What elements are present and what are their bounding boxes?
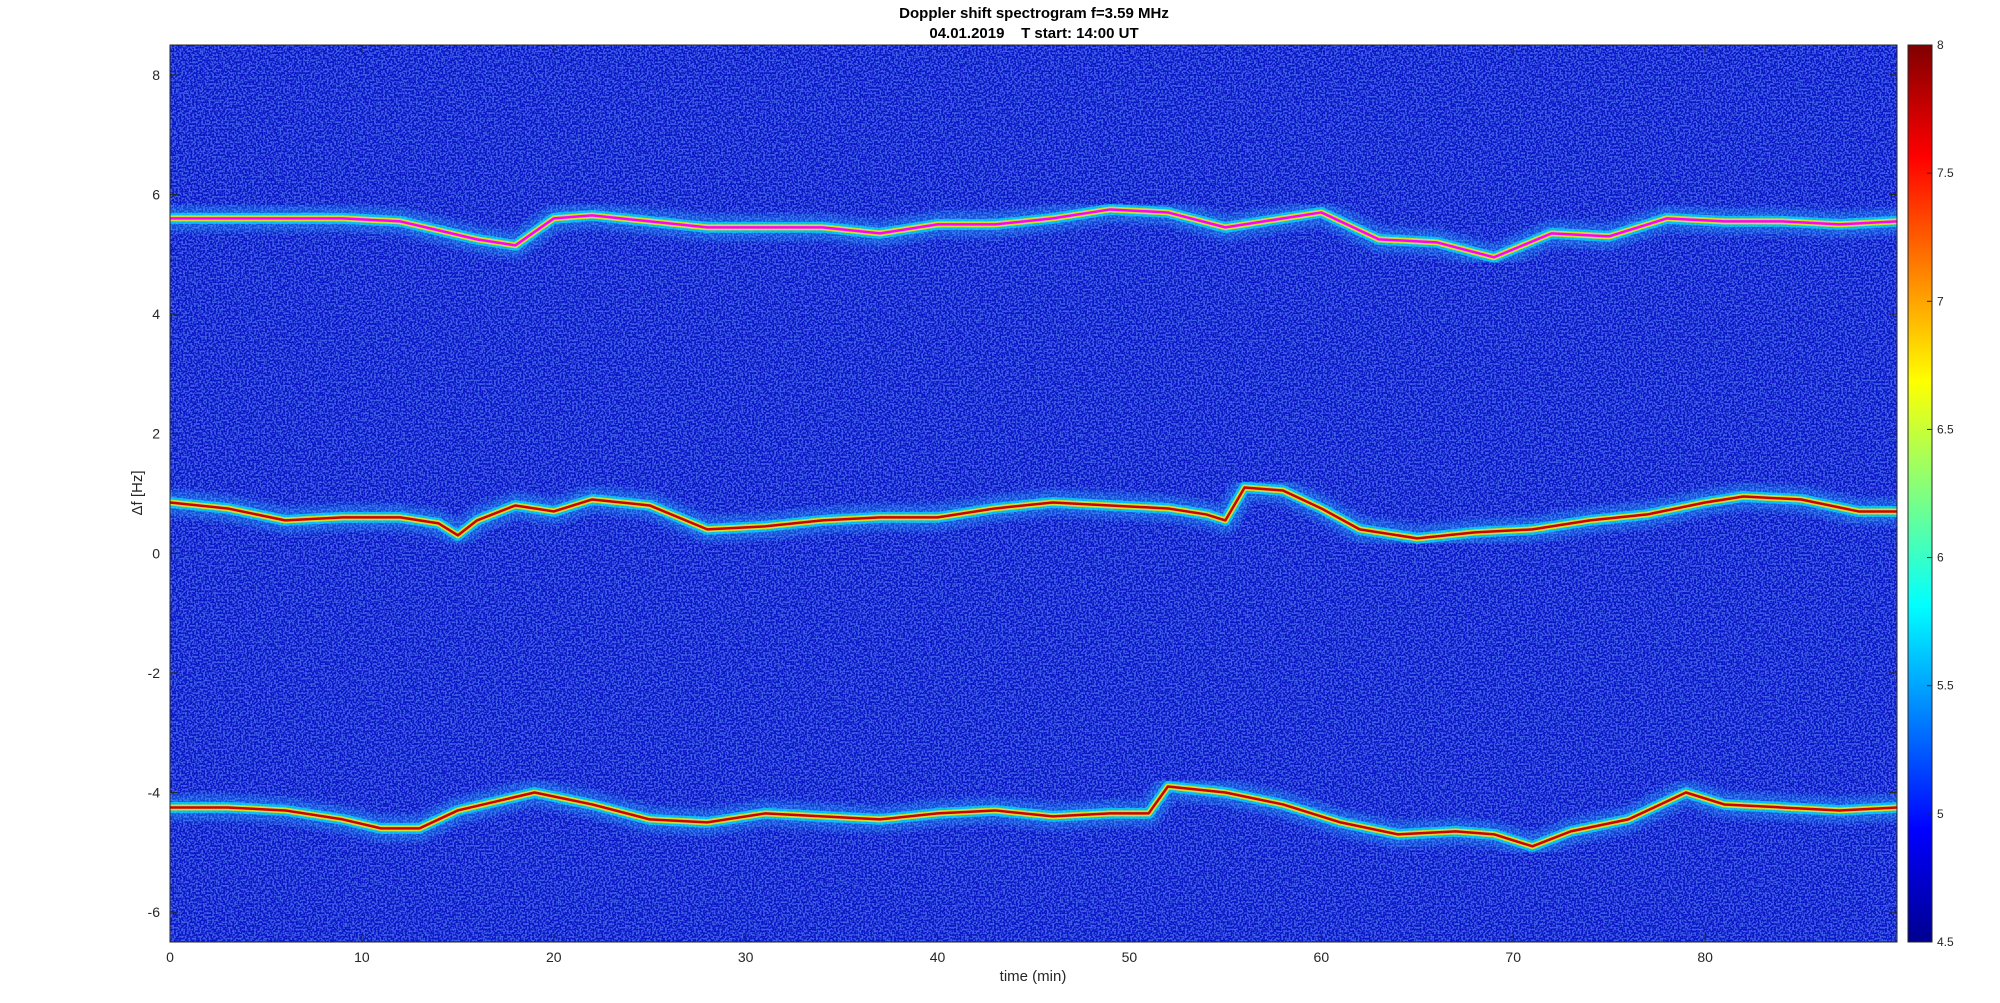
y-tick-label: -2: [148, 665, 161, 681]
colorbar-tick-label: 6: [1937, 551, 1944, 565]
plot-frame: [169, 44, 1898, 943]
plot-area: [170, 45, 1897, 942]
x-tick-label: 70: [1505, 949, 1521, 965]
colorbar-gradient: [1907, 44, 1933, 943]
y-tick-label: 6: [152, 187, 160, 203]
x-axis: 0 10 20 30 40 50 60 70 80: [166, 45, 1713, 965]
x-tick-label: 10: [354, 949, 370, 965]
colorbar-tick-label: 6.5: [1937, 422, 1954, 436]
x-tick-label: 80: [1697, 949, 1713, 965]
x-tick-label: 0: [166, 949, 174, 965]
trace-line: [170, 208, 1897, 259]
y-tick-label: -6: [148, 904, 161, 920]
y-tick-label: 8: [152, 67, 160, 83]
x-tick-label: 50: [1122, 949, 1138, 965]
chart-subtitle: 04.01.2019 T start: 14:00 UT: [929, 25, 1138, 42]
y-tick-label: 0: [152, 545, 160, 561]
x-tick-label: 40: [930, 949, 946, 965]
y-axis-label: Δf [Hz]: [129, 470, 146, 515]
colorbar-ticks: 4.5 5 5.5 6 6.5 7 7.5 8: [1927, 38, 1954, 949]
x-axis-label: time (min): [1000, 968, 1067, 985]
colorbar-tick-label: 5: [1937, 807, 1944, 821]
y-axis: -6 -4 -2 0 2 4 6 8: [148, 67, 1897, 920]
colorbar-tick-label: 5.5: [1937, 679, 1954, 693]
trace-line: [170, 486, 1897, 540]
trace-line: [170, 785, 1897, 848]
colorbar: 4.5 5 5.5 6 6.5 7 7.5 8: [1907, 38, 1954, 949]
x-tick-label: 60: [1314, 949, 1330, 965]
chart-title: Doppler shift spectrogram f=3.59 MHz: [899, 5, 1169, 22]
colorbar-tick-label: 7: [1937, 294, 1944, 308]
colorbar-tick-label: 7.5: [1937, 166, 1954, 180]
x-tick-label: 30: [738, 949, 754, 965]
y-tick-label: 2: [152, 426, 160, 442]
colorbar-tick-label: 4.5: [1937, 935, 1954, 949]
colorbar-tick-label: 8: [1937, 38, 1944, 52]
y-tick-label: 4: [152, 306, 160, 322]
signal-traces: [170, 196, 1897, 860]
x-tick-label: 20: [546, 949, 562, 965]
y-tick-label: -4: [148, 785, 161, 801]
